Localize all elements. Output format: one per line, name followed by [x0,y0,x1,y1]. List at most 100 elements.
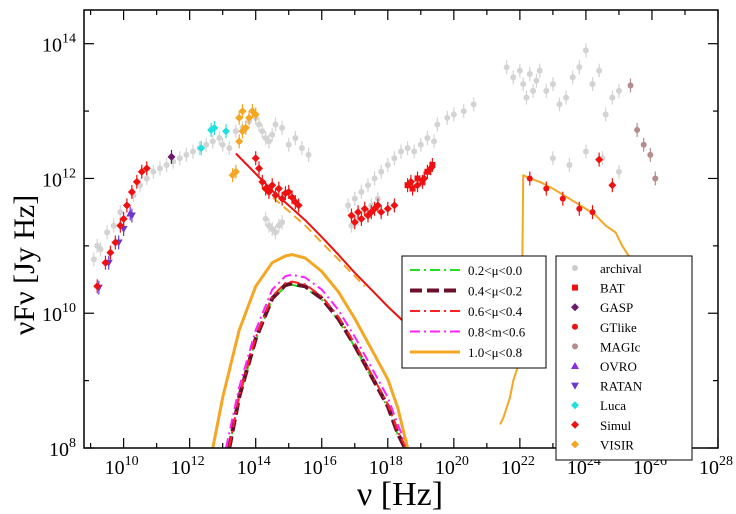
data-point-archival [351,195,358,202]
data-point-archival [526,71,533,78]
data-point-archival [582,148,589,155]
data-legend-marker [571,420,579,429]
data-point-archival [269,131,276,138]
y-tick-label: 1014 [42,32,76,57]
data-point-simul [390,201,399,210]
data-points [90,43,659,295]
data-point-archival [434,121,441,128]
data-point-simul [93,282,102,291]
model-curve-6 [261,187,366,288]
data-point-magic [647,151,654,158]
data-legend-marker [572,284,578,291]
data-point-simul [137,167,146,176]
x-tick-label: 1018 [369,454,403,479]
data-legend-marker [571,382,579,390]
y-tick-label: 1010 [42,301,76,326]
data-point-bat [429,161,436,168]
data-point-archival [411,148,418,155]
data-point-simul [608,181,617,190]
model-legend-label: 0.4<μ<0.2 [468,284,522,299]
data-point-simul [127,187,136,196]
data-point-archival [520,81,527,88]
data-point-archival [424,135,431,142]
data-point-archival [549,155,556,162]
data-point-simul [354,208,363,217]
data-legend-marker [571,362,579,369]
data-point-gtlike [543,185,550,192]
y-axis-title: νFν [Jy Hz] [8,195,41,335]
data-point-archival [183,151,190,158]
data-point-gtlike [526,175,533,182]
data-point-archival [503,64,510,71]
data-legend-marker [572,265,578,271]
data-point-archival [417,141,424,148]
data-point-archival [596,67,603,74]
data-point-simul [132,177,141,186]
data-point-archival [536,67,543,74]
data-point-simul [122,201,131,210]
model-curve-5 [235,152,409,327]
data-point-simul [271,191,280,200]
data-point-archival [117,209,124,216]
data-point-archival [576,64,583,71]
data-point-simul [284,187,293,196]
data-legend-marker [571,401,579,410]
data-point-bat [419,178,426,185]
data-point-archival [219,141,226,148]
data-point-gtlike [559,195,566,202]
x-tick-label: 1022 [501,454,535,479]
data-point-visir [238,107,247,116]
data-point-archival [150,168,157,175]
data-point-archival [156,165,163,172]
data-legend-label: RATAN [600,379,643,394]
model-curve-2 [228,280,407,448]
x-tick-label: 1014 [237,454,271,479]
x-tick-label: 1010 [105,454,139,479]
data-point-archival [209,138,216,145]
data-legend-label: Luca [600,398,626,413]
data-point-simul [111,238,120,247]
data-point-simul [288,193,297,202]
data-point-archival [203,141,210,148]
data-point-visir [231,167,240,176]
data-point-ratan [127,212,136,220]
data-point-archival [589,81,596,88]
data-point-simul [274,184,283,193]
data-legend-label: BAT [600,281,625,296]
data-point-archival [470,101,477,108]
data-point-archival [285,141,292,148]
data-point-simul [420,174,429,183]
data-legend: archival BAT GASP GTlike MAGIc OVRO RATAN Luca S… [555,255,693,461]
data-point-archival [364,182,371,189]
data-point-archival [358,188,365,195]
data-point-visir [245,113,254,122]
x-tick-label: 1028 [699,454,733,479]
data-point-archival [345,202,352,209]
data-point-archival [450,111,457,118]
plot-frame [83,9,719,449]
data-point-magic [634,126,641,133]
model-curve-1 [227,281,407,448]
model-legend: 0.2<μ<0.0 0.4<μ<0.2 0.6<μ<0.4 0.8<m<0.6 1.0<… [401,255,547,369]
y-tick-label: 1012 [42,166,76,191]
data-point-archival [163,161,170,168]
data-point-visir [241,123,250,132]
data-point-simul [294,201,303,210]
x-tick-label: 1012 [171,454,205,479]
data-legend-label: GASP [600,300,633,315]
data-point-bat [424,168,431,175]
data-point-archival [460,108,467,115]
data-point-luca [210,123,219,132]
data-legend-marker [572,323,578,330]
data-point-archival [272,121,279,128]
data-point-luca [221,127,230,136]
data-point-archival [615,168,622,175]
data-point-magic [627,82,634,89]
data-point-simul [595,155,604,164]
data-legend-label: OVRO [600,359,637,374]
y-tick-label: 108 [49,436,76,461]
data-point-simul [258,177,267,186]
data-point-archival [110,222,117,229]
data-point-archival [549,81,556,88]
